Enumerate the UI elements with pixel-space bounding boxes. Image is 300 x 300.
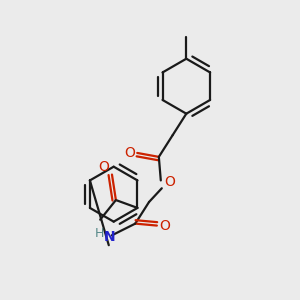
Text: H: H: [94, 227, 104, 240]
Text: O: O: [99, 160, 110, 174]
Text: O: O: [164, 176, 175, 189]
Text: O: O: [159, 219, 170, 232]
Text: N: N: [104, 230, 116, 244]
Text: O: O: [124, 146, 135, 160]
